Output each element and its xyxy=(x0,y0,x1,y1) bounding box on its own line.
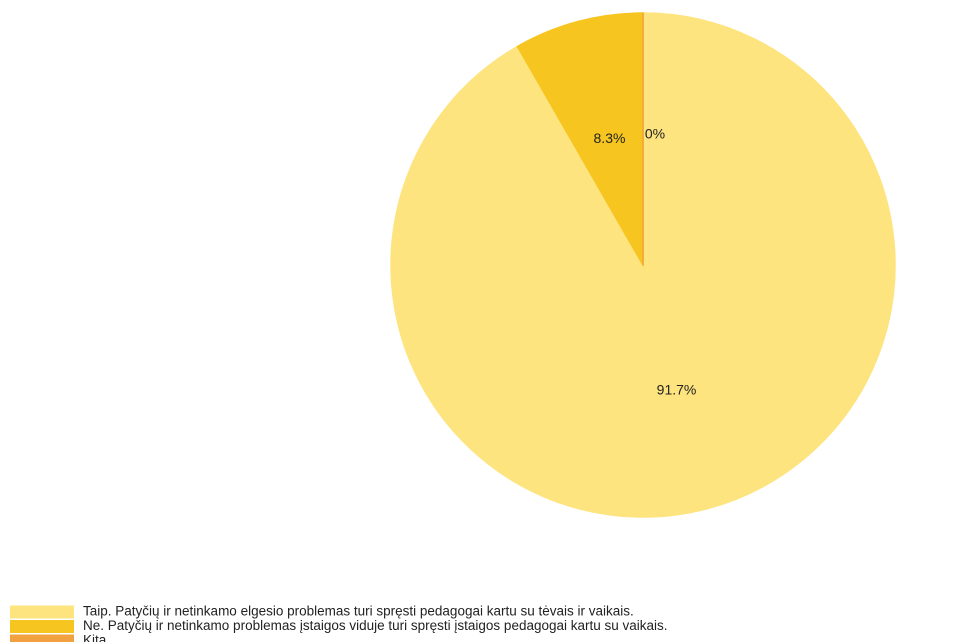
legend-swatch xyxy=(10,634,74,642)
legend-swatch xyxy=(10,620,74,633)
legend-swatch xyxy=(10,605,74,619)
slice-label: 8.3% xyxy=(594,130,626,146)
slice-label: 0% xyxy=(645,126,665,142)
pie-slice xyxy=(516,12,644,268)
legend-text: Kita xyxy=(83,633,107,642)
slice-label: 91.7% xyxy=(657,381,697,397)
legend-text: Taip. Patyčių ir netinkamo elgesio probl… xyxy=(83,604,634,619)
legend-text: Ne. Patyčių ir netinkamo problemas įstai… xyxy=(83,618,668,633)
